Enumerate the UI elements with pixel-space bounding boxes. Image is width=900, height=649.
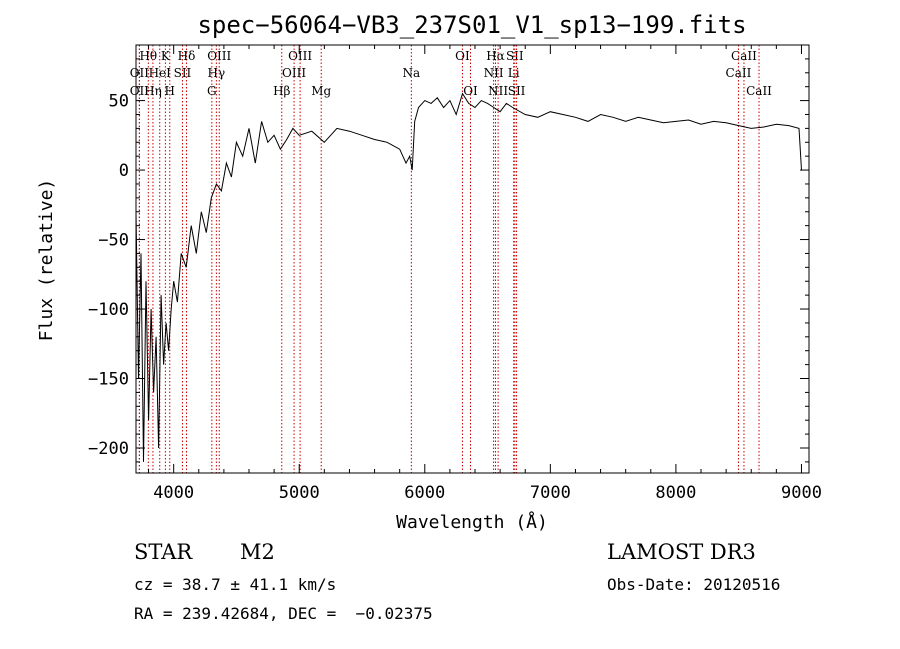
y-tick-label: −100 — [88, 300, 129, 320]
obs-date: Obs-Date: 20120516 — [607, 575, 781, 594]
chart-title: spec−56064−VB3_237S01_V1_sp13−199.fits — [197, 11, 746, 39]
survey-name: LAMOST DR3 — [607, 540, 756, 564]
line-marker-label: SII — [174, 66, 192, 80]
line-marker-label: OIII — [288, 49, 312, 63]
spectrum-series — [135, 92, 802, 462]
x-tick-label: 4000 — [153, 483, 194, 503]
line-marker-label: Hα — [486, 49, 505, 63]
line-marker-label: NII — [488, 84, 508, 98]
x-tick-label: 7000 — [530, 483, 571, 503]
y-tick-label: −200 — [88, 439, 129, 459]
line-marker-label: Hθ — [139, 49, 157, 63]
line-marker-label: Na — [403, 66, 421, 80]
line-marker-label: SII — [506, 49, 524, 63]
line-marker-label: OIII — [282, 66, 306, 80]
line-marker-label: CaII — [731, 49, 757, 63]
axes: 4000 5000 6000 7000 8000 9000 −200 −150 −100 −50 0… — [88, 44, 822, 503]
line-marker-label: Mg — [311, 84, 331, 98]
line-marker-label: OII — [130, 84, 150, 98]
line-marker-label: CaII — [746, 84, 772, 98]
y-tick-label: −50 — [98, 231, 129, 251]
x-tick-label: 9000 — [781, 483, 822, 503]
object-class: STAR — [134, 540, 193, 564]
spectrum-line — [135, 92, 802, 462]
line-marker-label: CaII — [726, 66, 752, 80]
x-axis-label: Wavelength (Å) — [396, 511, 548, 533]
y-tick-label: 50 — [109, 92, 129, 112]
line-marker-label: H — [165, 84, 175, 98]
line-marker-label: SII — [508, 84, 526, 98]
line-marker-label: OI — [455, 49, 470, 63]
line-marker-label: NII — [484, 66, 504, 80]
line-marker-label: G — [207, 84, 217, 98]
y-tick-label: 0 — [119, 161, 129, 181]
object-subclass: M2 — [240, 540, 275, 564]
x-tick-label: 5000 — [279, 483, 320, 503]
x-tick-label: 6000 — [404, 483, 445, 503]
redshift-readout: cz = 38.7 ± 41.1 km/s — [134, 575, 337, 594]
y-tick-label: −150 — [88, 370, 129, 390]
line-marker-label: HeI — [149, 66, 172, 80]
line-marker-label: K — [161, 49, 171, 63]
line-marker-label: Hγ — [208, 66, 226, 80]
line-marker-label: OIII — [207, 49, 231, 63]
line-marker-label: OI — [463, 84, 478, 98]
line-marker-label: Hβ — [273, 84, 290, 98]
x-tick-label: 8000 — [655, 483, 696, 503]
line-marker-label: Li — [508, 66, 520, 80]
coordinates: RA = 239.42684, DEC = −0.02375 — [134, 604, 433, 623]
plot-frame — [135, 44, 810, 474]
line-marker-label: Hη — [144, 84, 162, 98]
line-marker-label: Hδ — [178, 49, 196, 63]
y-axis-label: Flux (relative) — [36, 179, 57, 342]
